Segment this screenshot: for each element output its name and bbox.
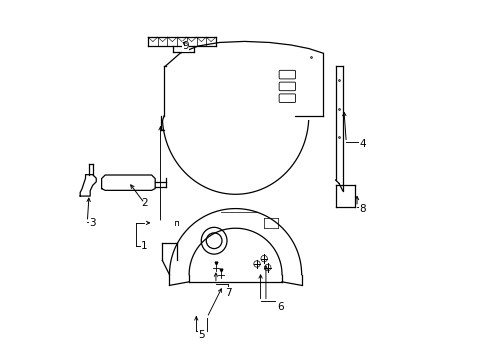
Text: 2: 2 xyxy=(141,198,147,208)
Text: 5: 5 xyxy=(198,330,204,341)
Text: 3: 3 xyxy=(89,218,96,228)
Text: 8: 8 xyxy=(358,203,365,213)
Text: 9: 9 xyxy=(182,41,188,51)
Text: 1: 1 xyxy=(141,241,147,251)
Text: 4: 4 xyxy=(358,139,365,149)
Text: 7: 7 xyxy=(224,288,231,297)
Text: 6: 6 xyxy=(276,302,283,312)
